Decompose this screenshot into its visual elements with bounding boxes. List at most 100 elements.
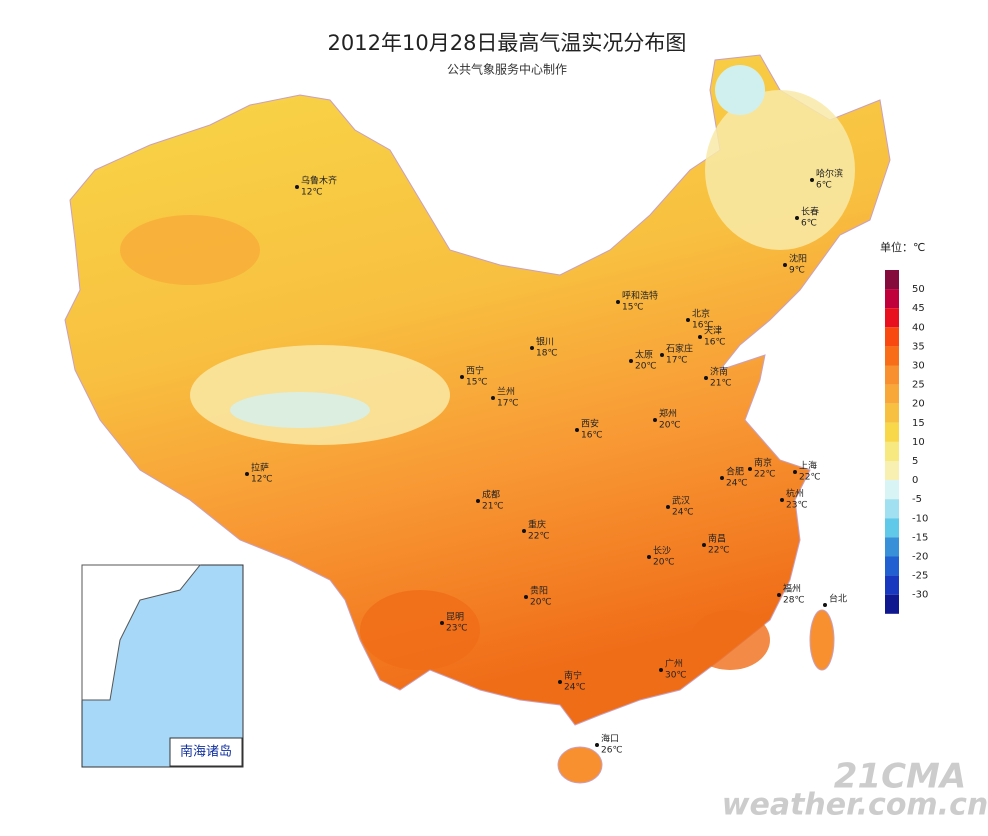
city-name: 乌鲁木齐 xyxy=(301,175,337,187)
city-name: 重庆 xyxy=(528,519,546,531)
subtitle: 公共气象服务中心制作 xyxy=(447,62,567,77)
city-dot xyxy=(748,467,752,471)
northeast-cool xyxy=(705,90,855,250)
legend-tick-label: -25 xyxy=(912,571,928,582)
city-dot xyxy=(777,593,781,597)
cities: 乌鲁木齐12℃哈尔滨6℃长春6℃沈阳9℃呼和浩特15℃北京16℃天津16℃银川1… xyxy=(245,168,847,756)
watermark: 21CMA xyxy=(834,757,966,797)
legend-swatch xyxy=(885,289,899,309)
legend-swatch xyxy=(885,480,899,500)
city-name: 成都 xyxy=(482,489,500,501)
legend-swatch xyxy=(885,499,899,519)
legend-swatch xyxy=(885,327,899,347)
inset-map: 南海诸岛 xyxy=(81,564,244,768)
city-dot xyxy=(810,178,814,182)
city-dot xyxy=(476,499,480,503)
city-dot xyxy=(704,376,708,380)
legend-swatch xyxy=(885,556,899,576)
inset-label: 南海诸岛 xyxy=(180,744,232,760)
city-dot xyxy=(659,668,663,672)
city-temp: 21℃ xyxy=(710,379,732,389)
city-name: 长春 xyxy=(801,206,819,218)
city-name: 郑州 xyxy=(659,408,677,420)
city-name: 呼和浩特 xyxy=(622,290,658,302)
legend-tick-label: -20 xyxy=(912,552,928,563)
city-temp: 20℃ xyxy=(635,362,657,372)
city-name: 哈尔滨 xyxy=(816,168,843,180)
city-dot xyxy=(793,470,797,474)
city-name: 广州 xyxy=(665,658,683,670)
city-temp: 16℃ xyxy=(692,321,714,331)
legend-tick-label: 35 xyxy=(912,341,925,352)
city-dot xyxy=(647,555,651,559)
city-dot xyxy=(720,476,724,480)
city-temp: 16℃ xyxy=(704,338,726,348)
city-temp: 22℃ xyxy=(528,532,550,542)
city-name: 南宁 xyxy=(564,670,582,682)
city-temp: 30℃ xyxy=(665,671,687,681)
city-dot xyxy=(629,359,633,363)
city-name: 南京 xyxy=(754,457,772,469)
city-name: 台北 xyxy=(829,593,847,605)
legend-swatch xyxy=(885,575,899,595)
city-temp: 22℃ xyxy=(708,546,730,556)
city-dot xyxy=(522,529,526,533)
city-name: 沈阳 xyxy=(789,253,807,265)
city-temp: 21℃ xyxy=(482,502,504,512)
legend-swatch xyxy=(885,384,899,404)
city-temp: 20℃ xyxy=(659,421,681,431)
city-name: 太原 xyxy=(635,349,653,361)
city-name: 福州 xyxy=(783,583,801,595)
city-dot xyxy=(295,185,299,189)
legend-tick-label: 15 xyxy=(912,418,925,429)
city-temp: 22℃ xyxy=(799,473,821,483)
city-temp: 20℃ xyxy=(653,558,675,568)
city-temp: 28℃ xyxy=(783,596,805,606)
legend-swatch xyxy=(885,346,899,366)
city-temp: 6℃ xyxy=(816,181,832,191)
city-temp: 15℃ xyxy=(622,303,644,313)
city-temp: 6℃ xyxy=(801,219,817,229)
city-name: 贵阳 xyxy=(530,585,548,597)
city-dot xyxy=(595,743,599,747)
city-temp: 26℃ xyxy=(601,746,623,756)
legend-swatch xyxy=(885,308,899,328)
legend-tick-label: 20 xyxy=(912,399,925,410)
legend-tick-label: -15 xyxy=(912,532,928,543)
city-dot xyxy=(440,621,444,625)
legend-title: 单位：℃ xyxy=(880,240,925,254)
title: 2012年10月28日最高气温实况分布图 xyxy=(328,31,687,55)
legend-swatch xyxy=(885,461,899,481)
legend-tick-label: -5 xyxy=(912,494,922,505)
legend-tick-label: 25 xyxy=(912,380,925,391)
taiwan xyxy=(809,609,835,671)
city-temp: 18℃ xyxy=(536,349,558,359)
legend-swatch xyxy=(885,403,899,423)
city-dot xyxy=(702,543,706,547)
city-dot xyxy=(460,375,464,379)
hainan xyxy=(557,746,603,784)
city-dot xyxy=(491,396,495,400)
legend-tick-label: 0 xyxy=(912,475,918,486)
city-temp: 22℃ xyxy=(754,470,776,480)
inset-label-box xyxy=(169,737,243,767)
southeast-hot xyxy=(690,610,770,670)
city-temp: 9℃ xyxy=(789,266,805,276)
plateau-cold xyxy=(230,392,370,428)
city-temp: 12℃ xyxy=(251,475,273,485)
legend-swatch xyxy=(885,537,899,557)
city-name: 长沙 xyxy=(653,545,671,557)
city-name: 海口 xyxy=(601,733,619,745)
city-name: 石家庄 xyxy=(666,343,693,355)
city-temp: 24℃ xyxy=(672,508,694,518)
city-name: 西安 xyxy=(581,418,599,430)
city-dot xyxy=(783,263,787,267)
legend-tick-label: 30 xyxy=(912,361,925,372)
city-dot xyxy=(575,428,579,432)
legend-tick-label: 40 xyxy=(912,322,925,333)
city-dot xyxy=(698,335,702,339)
city-name: 西宁 xyxy=(466,365,484,377)
city-dot xyxy=(666,505,670,509)
legend-swatch xyxy=(885,441,899,461)
city-name: 武汉 xyxy=(672,495,690,507)
